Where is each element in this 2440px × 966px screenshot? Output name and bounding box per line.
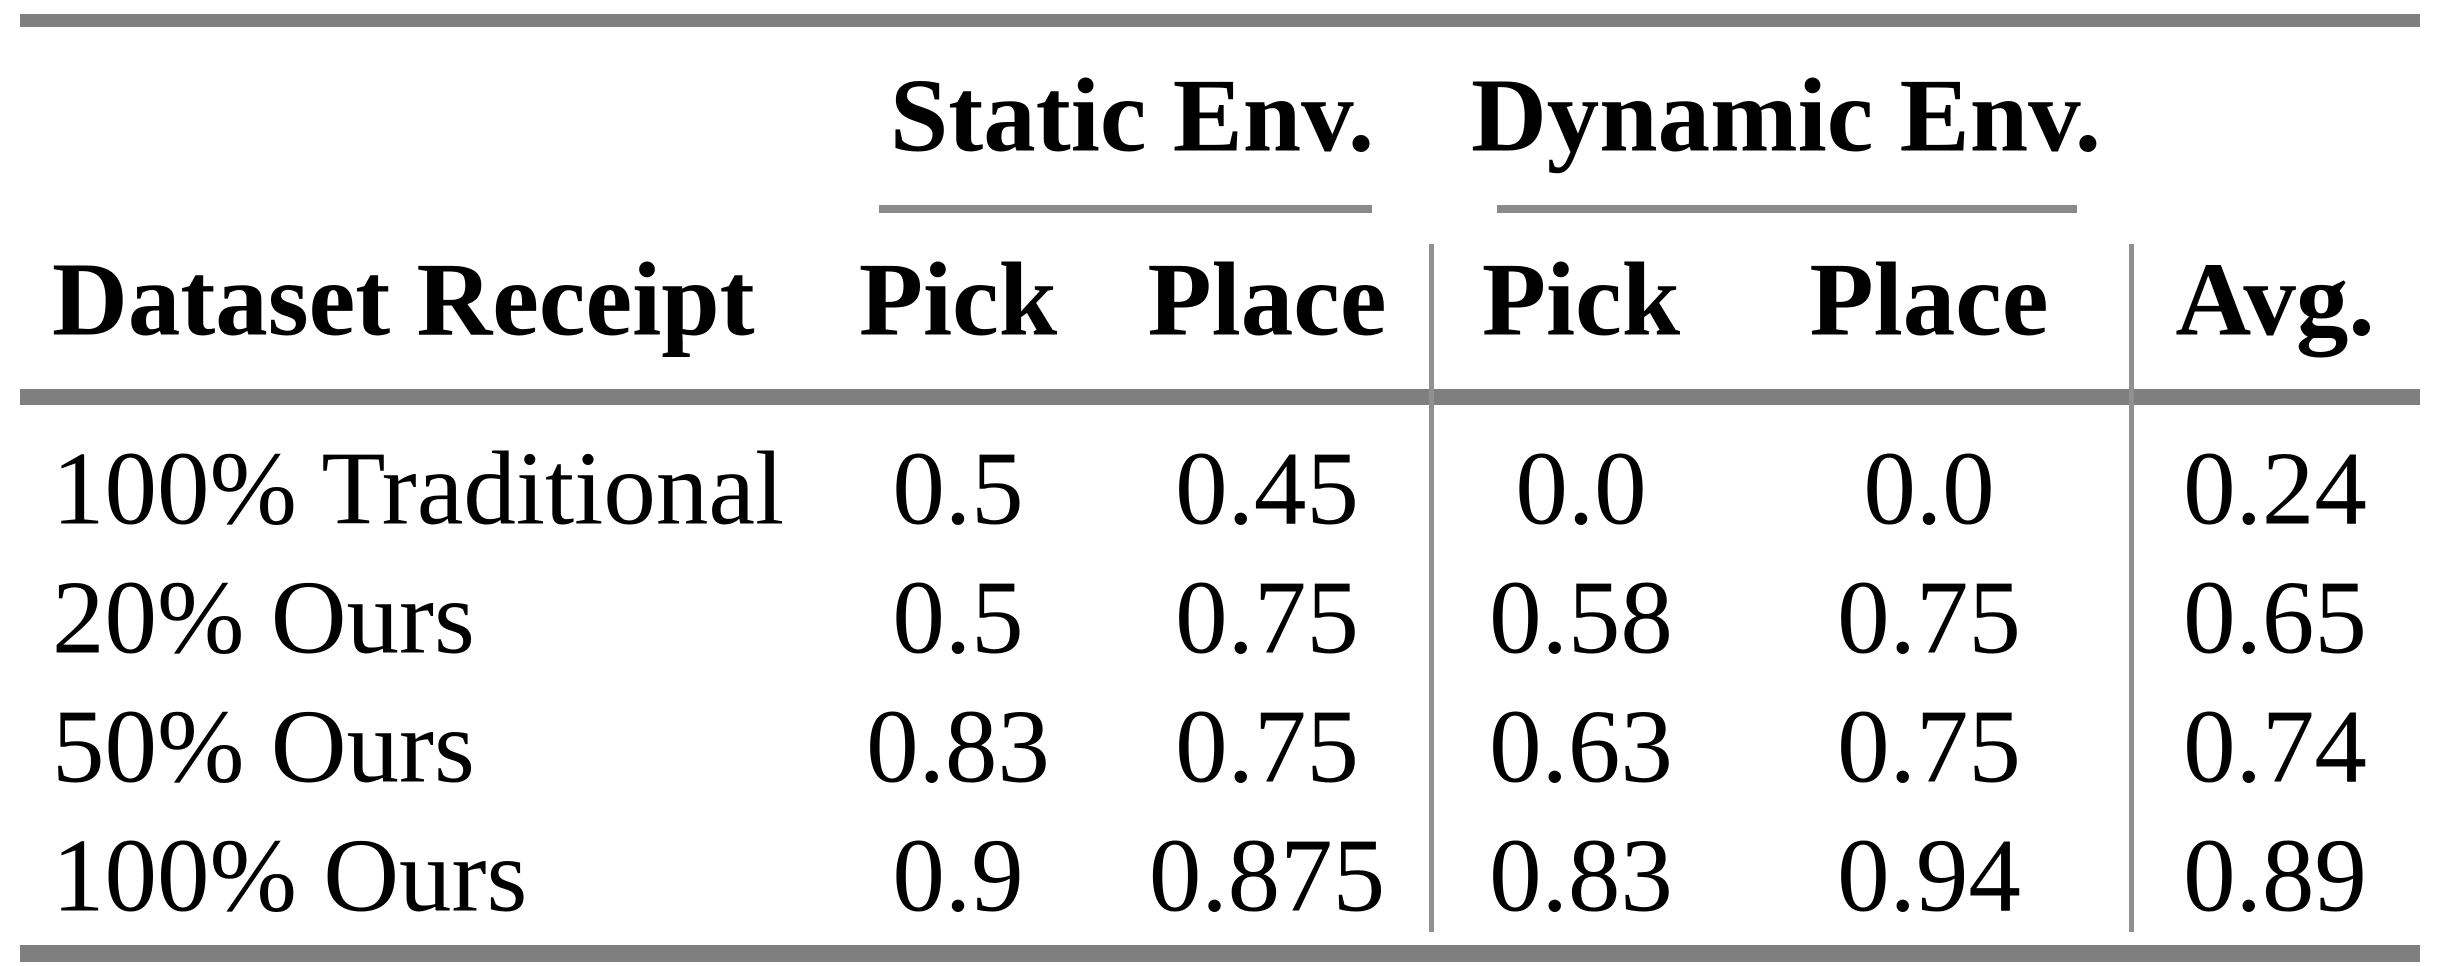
row-label: 50% Ours xyxy=(52,687,475,805)
vertical-divider-static-dynamic xyxy=(1429,244,1434,932)
static-pick-value: 0.83 xyxy=(866,687,1050,805)
vertical-divider-dynamic-avg xyxy=(2129,244,2134,932)
dynamic-pick-value: 0.0 xyxy=(1515,429,1647,547)
static-pick-value: 0.9 xyxy=(892,816,1024,934)
column-group-dynamic-env-label: Dynamic Env. xyxy=(1470,56,2102,174)
dynamic-place-value: 0.0 xyxy=(1863,429,1995,547)
static-env-cmidrule xyxy=(879,205,1372,213)
row-label: 20% Ours xyxy=(52,558,475,676)
static-place-value: 0.875 xyxy=(1148,816,1386,934)
avg-value: 0.74 xyxy=(2183,687,2367,805)
column-header-dynamic-place: Place xyxy=(1809,240,2049,358)
table-top-rule xyxy=(20,14,2420,27)
table-header-rule xyxy=(20,389,2420,405)
table-bottom-rule xyxy=(20,945,2420,962)
dynamic-pick-value: 0.83 xyxy=(1489,816,1673,934)
column-header-dataset-receipt: Dataset Receipt xyxy=(52,240,755,358)
dynamic-env-cmidrule xyxy=(1497,205,2077,213)
static-place-value: 0.45 xyxy=(1175,429,1359,547)
column-header-static-place: Place xyxy=(1147,240,1387,358)
dynamic-pick-value: 0.63 xyxy=(1489,687,1673,805)
dynamic-place-value: 0.75 xyxy=(1837,558,2021,676)
dynamic-place-value: 0.94 xyxy=(1837,816,2021,934)
dynamic-pick-value: 0.58 xyxy=(1489,558,1673,676)
avg-value: 0.65 xyxy=(2183,558,2367,676)
static-pick-value: 0.5 xyxy=(892,429,1024,547)
static-pick-value: 0.5 xyxy=(892,558,1024,676)
avg-value: 0.89 xyxy=(2183,816,2367,934)
row-label: 100% Ours xyxy=(52,816,528,934)
column-group-static-env-label: Static Env. xyxy=(889,56,1375,174)
row-label: 100% Traditional xyxy=(52,429,785,547)
avg-value: 0.24 xyxy=(2183,429,2367,547)
static-place-value: 0.75 xyxy=(1175,558,1359,676)
column-header-dynamic-pick: Pick xyxy=(1481,240,1681,358)
static-place-value: 0.75 xyxy=(1175,687,1359,805)
column-header-avg: Avg. xyxy=(2175,240,2375,358)
column-header-static-pick: Pick xyxy=(858,240,1058,358)
dynamic-place-value: 0.75 xyxy=(1837,687,2021,805)
